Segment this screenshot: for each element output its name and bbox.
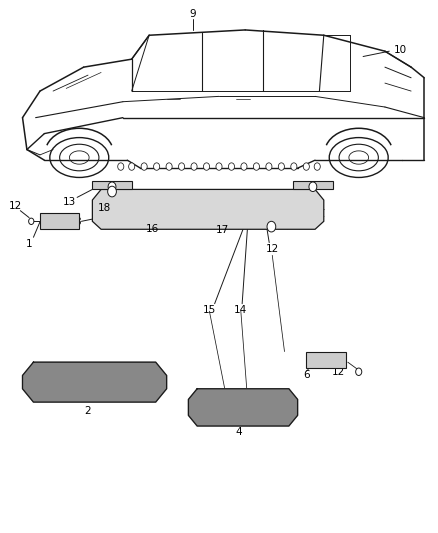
Circle shape [191,163,197,170]
Text: 1: 1 [26,239,32,248]
Text: 10: 10 [394,45,407,54]
Circle shape [166,163,172,170]
Polygon shape [92,189,324,229]
Polygon shape [188,389,297,426]
Circle shape [253,163,259,170]
Text: 13: 13 [63,197,76,207]
Circle shape [141,163,147,170]
Circle shape [108,182,116,191]
Text: 4: 4 [235,427,242,438]
Circle shape [266,163,272,170]
Circle shape [204,163,209,170]
Polygon shape [22,362,166,402]
Text: 12: 12 [265,244,279,254]
Polygon shape [306,352,346,368]
Circle shape [241,163,247,170]
Text: 12: 12 [332,367,345,377]
Text: 18: 18 [98,203,111,213]
Text: 9: 9 [190,9,196,19]
Circle shape [267,221,276,232]
Circle shape [314,163,320,170]
Text: 6: 6 [303,370,310,381]
Circle shape [154,163,160,170]
Circle shape [108,186,117,197]
Text: 17: 17 [216,225,229,236]
Circle shape [216,163,222,170]
Text: 8: 8 [74,217,81,228]
Circle shape [291,163,297,170]
Circle shape [303,163,309,170]
Circle shape [356,368,362,375]
Circle shape [129,163,135,170]
Circle shape [309,182,317,191]
Polygon shape [92,181,132,189]
Text: 2: 2 [85,406,92,416]
Text: 12: 12 [8,201,22,211]
Circle shape [179,163,185,170]
Text: 16: 16 [146,224,159,235]
Text: 15: 15 [203,305,216,315]
Text: 14: 14 [234,305,247,315]
Circle shape [229,163,234,170]
Circle shape [278,163,284,170]
Circle shape [118,163,124,170]
Circle shape [28,218,34,224]
Polygon shape [40,213,79,229]
Polygon shape [293,181,332,189]
